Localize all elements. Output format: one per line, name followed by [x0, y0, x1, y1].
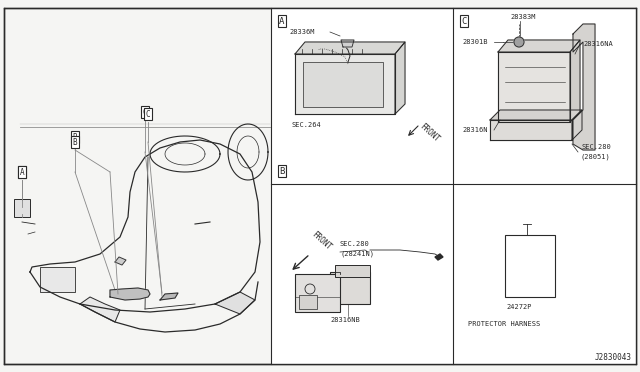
Text: 28383M: 28383M: [510, 14, 536, 20]
Polygon shape: [490, 120, 572, 140]
Bar: [295, 274, 340, 312]
Bar: [299, 295, 317, 309]
Text: B: B: [73, 132, 77, 141]
Circle shape: [514, 37, 524, 47]
Text: 28301B: 28301B: [462, 39, 488, 45]
Text: C: C: [143, 108, 147, 116]
Polygon shape: [80, 297, 120, 322]
Bar: [303, 62, 383, 107]
Polygon shape: [341, 40, 354, 47]
Polygon shape: [573, 24, 595, 150]
Bar: [505, 235, 555, 297]
Text: 28316NB: 28316NB: [330, 317, 360, 323]
Polygon shape: [115, 257, 126, 265]
Text: FRONT: FRONT: [418, 122, 441, 144]
Polygon shape: [435, 254, 443, 260]
Bar: [271, 8, 453, 364]
Text: 28336M: 28336M: [289, 29, 314, 35]
Bar: [14, 199, 30, 217]
Text: (28241N): (28241N): [340, 251, 374, 257]
Text: A: A: [20, 167, 24, 176]
Polygon shape: [295, 42, 405, 54]
Polygon shape: [110, 288, 150, 300]
Text: C: C: [461, 16, 467, 26]
Polygon shape: [215, 292, 255, 314]
Text: A: A: [20, 167, 24, 176]
Polygon shape: [490, 110, 582, 120]
Bar: [330, 272, 370, 304]
Bar: [40, 267, 75, 292]
Bar: [335, 265, 370, 277]
Text: PROTECTOR HARNESS: PROTECTOR HARNESS: [468, 321, 540, 327]
Polygon shape: [295, 54, 395, 114]
Text: SEC.280: SEC.280: [340, 241, 370, 247]
Polygon shape: [498, 52, 570, 122]
Text: A: A: [279, 16, 285, 26]
Text: C: C: [146, 109, 150, 119]
Text: SEC.280: SEC.280: [581, 144, 611, 150]
Text: SEC.264: SEC.264: [292, 122, 322, 128]
Polygon shape: [572, 110, 582, 140]
Text: 28316N: 28316N: [462, 127, 488, 133]
Bar: [453, 8, 636, 364]
Text: B: B: [73, 138, 77, 147]
Text: 28316NA: 28316NA: [583, 41, 612, 47]
Polygon shape: [395, 42, 405, 114]
Polygon shape: [570, 40, 580, 122]
Text: FRONT: FRONT: [310, 230, 333, 252]
Text: (28051): (28051): [581, 154, 611, 160]
Polygon shape: [160, 293, 178, 300]
Text: 24272P: 24272P: [506, 304, 531, 310]
Text: J2830043: J2830043: [595, 353, 632, 362]
Polygon shape: [498, 40, 580, 52]
Text: B: B: [279, 167, 285, 176]
